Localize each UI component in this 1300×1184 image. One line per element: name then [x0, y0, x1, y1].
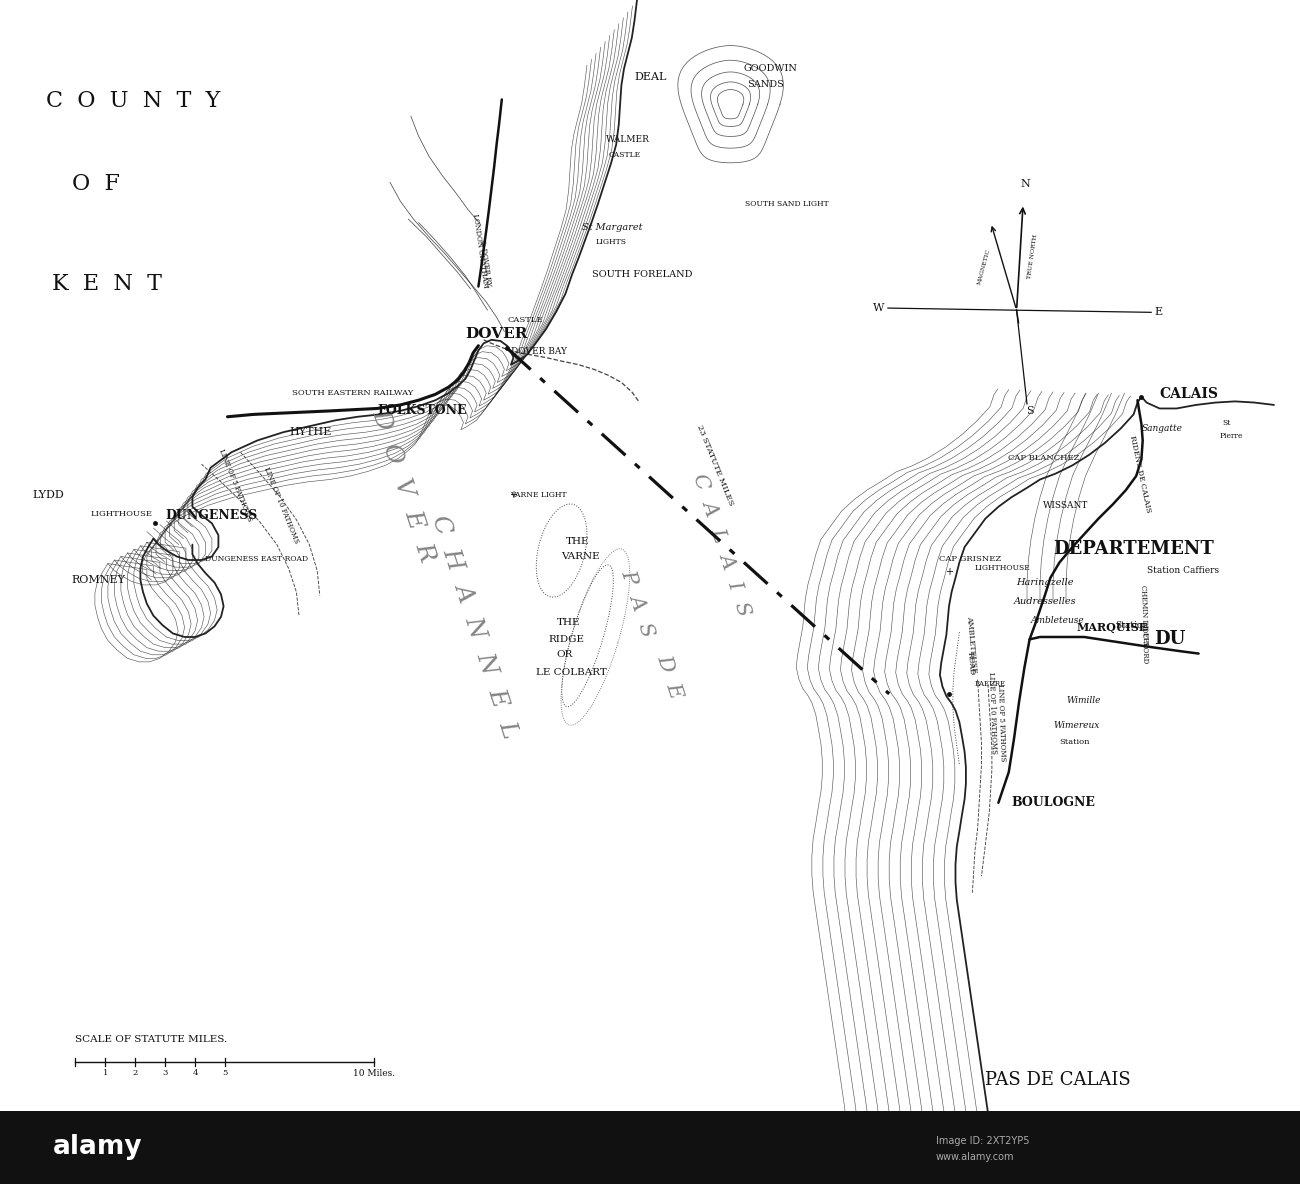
- Text: +: +: [510, 490, 517, 500]
- Text: Pierre: Pierre: [1219, 432, 1243, 439]
- Text: Wimille: Wimille: [1066, 696, 1101, 706]
- Text: DOVER: DOVER: [465, 327, 528, 341]
- Bar: [0, 1111, 1300, 1184]
- Text: LINE OF 10 FATHOMS: LINE OF 10 FATHOMS: [263, 466, 300, 545]
- Text: DU: DU: [1154, 630, 1186, 649]
- Text: DUNGENESS EAST ROAD: DUNGENESS EAST ROAD: [205, 555, 308, 562]
- Text: SCALE OF STATUTE MILES.: SCALE OF STATUTE MILES.: [75, 1035, 228, 1044]
- Text: CAP GRISNEZ: CAP GRISNEZ: [939, 555, 1001, 562]
- Text: SOUTH EASTERN RAILWAY: SOUTH EASTERN RAILWAY: [292, 390, 413, 397]
- Text: St: St: [1222, 419, 1230, 426]
- Text: www.alamy.com: www.alamy.com: [936, 1152, 1014, 1162]
- Text: SOUTH FORELAND: SOUTH FORELAND: [592, 270, 692, 279]
- Text: THE: THE: [556, 618, 580, 628]
- Text: BAEURE: BAEURE: [975, 681, 1006, 688]
- Text: Station: Station: [1060, 739, 1089, 746]
- Text: AMBLETEUSE: AMBLETEUSE: [965, 616, 978, 673]
- Text: C  A  L  A  I  S: C A L A I S: [689, 471, 754, 618]
- Text: LINE OF 5 FATHOMS: LINE OF 5 FATHOMS: [996, 683, 1006, 761]
- Text: E: E: [1154, 308, 1162, 317]
- Text: CHEMIN DE FER: CHEMIN DE FER: [1139, 585, 1149, 646]
- Text: CAP BLANCHEZ: CAP BLANCHEZ: [1008, 455, 1079, 462]
- Text: OR: OR: [556, 650, 573, 659]
- Text: LYDD: LYDD: [32, 490, 64, 500]
- Text: O  F: O F: [72, 173, 120, 194]
- Text: N: N: [1020, 180, 1031, 189]
- Text: DEAL: DEAL: [634, 72, 667, 82]
- Text: 10 Miles.: 10 Miles.: [354, 1069, 395, 1079]
- Text: LE COLBART: LE COLBART: [536, 668, 607, 677]
- Text: BOULOGNE: BOULOGNE: [1011, 797, 1096, 809]
- Text: W: W: [874, 303, 884, 313]
- Text: DUNGENESS: DUNGENESS: [165, 509, 257, 521]
- Text: alamy: alamy: [53, 1134, 142, 1160]
- Text: VARNE LIGHT: VARNE LIGHT: [510, 491, 567, 498]
- Text: LINE OF 5 FATHOMS: LINE OF 5 FATHOMS: [217, 448, 254, 523]
- Text: ROMNEY: ROMNEY: [72, 575, 126, 585]
- Text: Sangatte: Sangatte: [1141, 424, 1183, 433]
- Text: HYTHE: HYTHE: [290, 427, 333, 437]
- Text: LINE OF 10 FATHOMS: LINE OF 10 FATHOMS: [987, 671, 997, 754]
- Text: CASTLE: CASTLE: [507, 316, 542, 323]
- Text: WALMER: WALMER: [606, 135, 650, 144]
- Text: MAGNETIC: MAGNETIC: [978, 247, 992, 285]
- Text: K  E  N  T: K E N T: [52, 274, 162, 295]
- Text: ROAD: ROAD: [966, 651, 976, 675]
- Text: LIGHTHOUSE: LIGHTHOUSE: [975, 565, 1031, 572]
- Text: 5: 5: [222, 1069, 227, 1077]
- Text: Audresselles: Audresselles: [1014, 597, 1076, 606]
- Text: THE: THE: [566, 536, 589, 546]
- Text: D  O  V  E  R: D O V E R: [368, 406, 438, 565]
- Text: TRUE NORTH: TRUE NORTH: [1027, 234, 1039, 279]
- Text: DEPARTEMENT: DEPARTEMENT: [1053, 540, 1214, 559]
- Text: Haringzelle: Haringzelle: [1017, 578, 1074, 587]
- Text: 2: 2: [133, 1069, 138, 1077]
- Text: +: +: [945, 567, 953, 577]
- Text: CALAIS: CALAIS: [1160, 387, 1218, 401]
- Text: DOVER BAY: DOVER BAY: [511, 347, 567, 356]
- Text: 3: 3: [162, 1069, 168, 1077]
- Text: PAS DE CALAIS: PAS DE CALAIS: [985, 1070, 1131, 1089]
- Text: C  H  A  N  N  E  L: C H A N N E L: [428, 513, 521, 742]
- Text: MARQUISE: MARQUISE: [1076, 622, 1148, 633]
- Text: VARNE: VARNE: [562, 552, 601, 561]
- Text: C  O  U  N  T  Y: C O U N T Y: [46, 90, 220, 111]
- Text: SOUTH SAND LIGHT: SOUTH SAND LIGHT: [745, 200, 828, 207]
- Text: P  A  S: P A S: [618, 567, 656, 641]
- Text: & DOVER RY.: & DOVER RY.: [478, 239, 493, 289]
- Text: SANDS: SANDS: [747, 79, 784, 89]
- Text: D  E: D E: [654, 652, 685, 702]
- Text: LONDON CHATHAM: LONDON CHATHAM: [471, 213, 489, 289]
- Text: Ambleteuse: Ambleteuse: [1031, 616, 1084, 625]
- Text: Wimereux: Wimereux: [1053, 721, 1100, 731]
- Text: S: S: [1026, 406, 1034, 416]
- Text: 1: 1: [103, 1069, 108, 1077]
- Text: DU NORD: DU NORD: [1140, 628, 1149, 663]
- Text: 4: 4: [192, 1069, 198, 1077]
- Text: RIDGE: RIDGE: [549, 635, 585, 644]
- Text: FOLKSTONE: FOLKSTONE: [377, 405, 467, 417]
- Text: WISSANT: WISSANT: [1043, 501, 1088, 510]
- Text: LIGHTHOUSE: LIGHTHOUSE: [91, 510, 153, 517]
- Text: GOODWIN: GOODWIN: [744, 64, 797, 73]
- Text: St Margaret: St Margaret: [582, 223, 644, 232]
- Text: RIDENS DE CALAIS: RIDENS DE CALAIS: [1128, 435, 1153, 513]
- Text: LIGHTS: LIGHTS: [595, 238, 627, 245]
- Text: Station Caffiers: Station Caffiers: [1147, 566, 1218, 575]
- Text: CASTLE: CASTLE: [608, 152, 641, 159]
- Text: 23 STATUTE MILES: 23 STATUTE MILES: [696, 424, 736, 507]
- Text: Image ID: 2XT2YP5: Image ID: 2XT2YP5: [936, 1137, 1030, 1146]
- Text: Station: Station: [1115, 620, 1149, 630]
